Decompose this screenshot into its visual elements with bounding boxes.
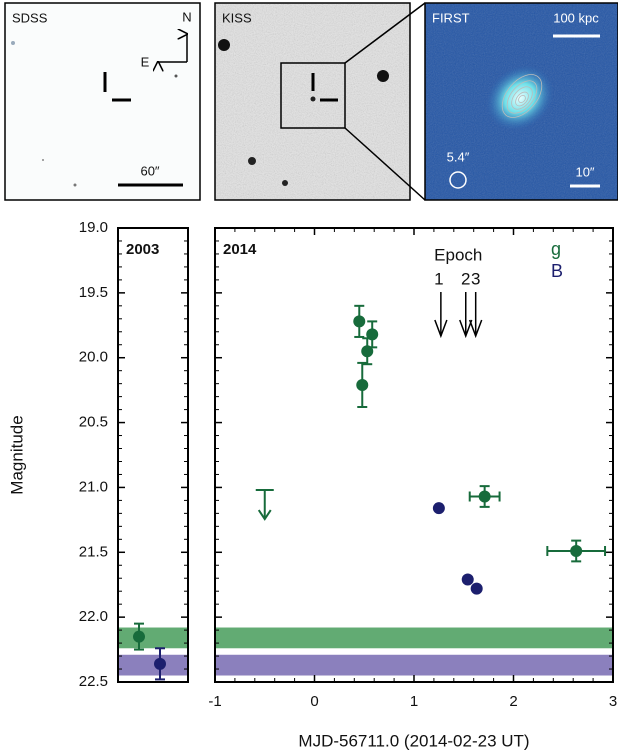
x-tick-label: 1 [410,693,418,710]
y-tick-label: 22.0 [79,608,108,625]
compass-label: N [182,9,191,24]
y-tick-label: 19.5 [79,284,108,301]
panel-title: 2003 [126,241,159,258]
upper-limit [256,490,274,519]
plot-frame [118,228,188,682]
data-point [356,379,368,391]
data-point [479,491,491,503]
epoch-label: Epoch [434,245,482,264]
sdss-image: SDSS N E 60″ [5,3,200,200]
data-point [433,502,445,514]
data-point [570,545,582,557]
x-tick-label: -1 [208,693,221,710]
scale-label: 60″ [140,163,159,178]
x-tick-label: 2 [509,693,517,710]
epoch-arrow [435,292,447,336]
legend-entry: g [551,239,561,259]
scale-label: 100 kpc [553,10,599,25]
y-tick-label: 21.0 [79,478,108,495]
data-point [471,583,483,595]
first-image: FIRST 100 kpc 5.4″ 10″ [425,3,618,200]
x-axis-label: MJD-56711.0 (2014-02-23 UT) [298,731,529,750]
data-point [361,345,373,357]
kiss-image: KISS [215,3,425,200]
y-tick-label: 20.5 [79,414,108,431]
y-tick-label: 20.0 [79,349,108,366]
figure: SDSS N E 60″ KISS FIRST [0,0,618,754]
image-label: SDSS [12,10,48,25]
y-axis-label: Magnitude [7,415,26,494]
image-label: FIRST [432,10,470,25]
y-tick-label: 21.5 [79,543,108,560]
data-point [133,631,145,643]
data-point [154,658,166,670]
y-tick-label: 22.5 [79,673,108,690]
magnitude-band [215,628,613,649]
scale-label: 10″ [575,164,594,179]
epoch-name: 2 [461,269,470,288]
y-tick-label: 19.0 [79,219,108,236]
data-point [462,574,474,586]
magnitude-band [118,628,188,649]
x-tick-label: 3 [609,693,617,710]
beam-label: 5.4″ [447,149,470,164]
x-tick-label: 0 [310,693,318,710]
image-label: KISS [222,10,252,25]
legend-entry: B [551,261,563,281]
epoch-name: 3 [471,269,480,288]
epoch-name: 1 [434,269,443,288]
magnitude-band [215,655,613,676]
compass-label: E [141,54,150,69]
panel-title: 2014 [223,241,257,258]
epoch-arrow [470,292,482,336]
plot-frame [215,228,613,682]
magnitude-band [118,655,188,676]
data-point [353,315,365,327]
epoch-arrow [460,292,472,336]
